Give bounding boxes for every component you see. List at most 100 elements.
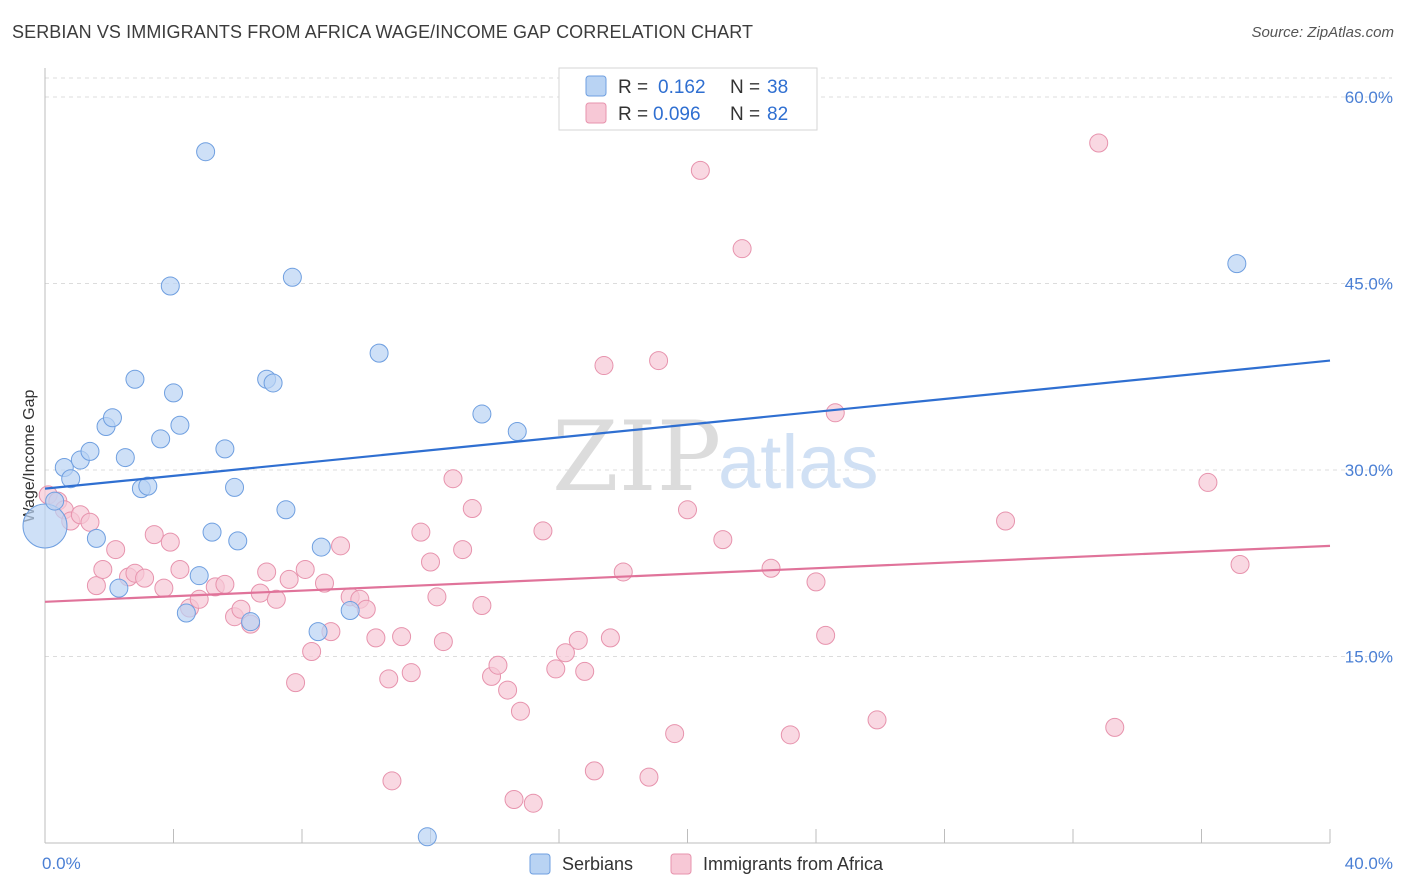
gridlines bbox=[45, 77, 1392, 657]
africa-point bbox=[649, 351, 669, 371]
chart-title: SERBIAN VS IMMIGRANTS FROM AFRICA WAGE/I… bbox=[12, 22, 754, 42]
legend-r-value-serbians: 0.162 bbox=[658, 77, 706, 98]
africa-point bbox=[215, 574, 235, 594]
africa-point bbox=[356, 599, 376, 619]
x-tick-labels: 0.0% 40.0% bbox=[42, 854, 1393, 873]
africa-point bbox=[639, 767, 659, 787]
y-tick-label: 60.0% bbox=[1345, 88, 1393, 107]
watermark: ZIP atlas bbox=[552, 401, 879, 513]
africa-point bbox=[732, 239, 752, 259]
africa-point bbox=[93, 559, 113, 579]
source-label: Source: ZipAtlas.com bbox=[1251, 24, 1394, 41]
africa-point bbox=[314, 573, 334, 593]
serbians-point bbox=[276, 500, 296, 520]
serbians-point bbox=[1227, 254, 1247, 274]
africa-point bbox=[366, 628, 386, 648]
points-serbians bbox=[22, 142, 1247, 847]
africa-point bbox=[427, 587, 447, 607]
africa-point bbox=[266, 589, 286, 609]
points-africa bbox=[38, 133, 1250, 813]
africa-point bbox=[462, 499, 482, 519]
africa-point bbox=[780, 725, 800, 745]
africa-point bbox=[488, 655, 508, 675]
africa-point bbox=[189, 589, 209, 609]
africa-point bbox=[472, 596, 492, 616]
trend-lines bbox=[44, 359, 1331, 603]
africa-point bbox=[279, 569, 299, 589]
x-tick-label-min: 0.0% bbox=[42, 854, 81, 873]
africa-point bbox=[665, 724, 685, 744]
serbians-point bbox=[176, 603, 196, 623]
africa-point bbox=[504, 789, 524, 809]
africa-point bbox=[806, 572, 826, 592]
legend-n-value-africa: 82 bbox=[767, 104, 788, 125]
africa-point bbox=[382, 771, 402, 791]
serbians-point bbox=[417, 827, 437, 847]
serbians-point bbox=[196, 142, 216, 162]
africa-point bbox=[411, 522, 431, 542]
africa-point bbox=[135, 568, 155, 588]
africa-point bbox=[401, 663, 421, 683]
serbians-point bbox=[109, 578, 129, 598]
africa-point bbox=[600, 628, 620, 648]
y-tick-label: 45.0% bbox=[1345, 275, 1393, 294]
africa-point bbox=[170, 559, 190, 579]
africa-point bbox=[1105, 717, 1125, 737]
africa-point bbox=[453, 540, 473, 560]
africa-point bbox=[144, 525, 164, 545]
serbians-point bbox=[102, 408, 122, 428]
africa-point bbox=[1230, 554, 1250, 574]
serbians-point bbox=[86, 528, 106, 548]
trend-line-africa bbox=[44, 544, 1331, 603]
legend-n-label-serbians: N = bbox=[730, 77, 760, 98]
y-tick-label: 30.0% bbox=[1345, 461, 1393, 480]
bottom-legend: Serbians Immigrants from Africa bbox=[529, 853, 884, 875]
africa-point bbox=[867, 710, 887, 730]
africa-point bbox=[825, 403, 845, 423]
serbians-point bbox=[164, 383, 183, 403]
bottom-legend-swatch-africa bbox=[670, 853, 692, 875]
serbians-point bbox=[170, 415, 190, 435]
africa-point bbox=[106, 540, 126, 560]
africa-point bbox=[379, 669, 399, 689]
serbians-point bbox=[225, 477, 245, 497]
africa-point bbox=[331, 536, 351, 556]
serbians-point bbox=[202, 522, 222, 542]
africa-point bbox=[302, 642, 322, 662]
serbians-point bbox=[340, 600, 360, 620]
africa-point bbox=[1198, 472, 1218, 492]
africa-point bbox=[555, 643, 575, 663]
serbians-point bbox=[228, 531, 248, 551]
serbians-point bbox=[507, 421, 527, 441]
bottom-legend-label-serbians: Serbians bbox=[562, 854, 633, 874]
africa-point bbox=[154, 578, 174, 598]
watermark-zip: ZIP bbox=[552, 401, 721, 513]
serbians-point bbox=[311, 537, 331, 557]
africa-point bbox=[421, 552, 440, 572]
serbians-point bbox=[138, 476, 158, 496]
serbians-point bbox=[241, 612, 261, 632]
africa-point bbox=[533, 521, 553, 541]
africa-point bbox=[80, 512, 100, 532]
serbians-point bbox=[45, 491, 65, 511]
serbians-point bbox=[80, 441, 100, 461]
africa-point bbox=[575, 661, 595, 681]
serbians-point bbox=[215, 439, 235, 459]
africa-point bbox=[86, 576, 106, 596]
africa-point bbox=[257, 562, 277, 582]
serbians-point bbox=[308, 622, 328, 642]
y-tick-label: 15.0% bbox=[1345, 648, 1393, 667]
africa-point bbox=[568, 630, 588, 650]
africa-point bbox=[713, 530, 733, 550]
x-tick-label-max: 40.0% bbox=[1345, 854, 1393, 873]
serbians-point bbox=[189, 566, 209, 586]
africa-point bbox=[433, 632, 453, 652]
serbians-point bbox=[369, 343, 389, 363]
africa-point bbox=[1089, 133, 1109, 153]
africa-point bbox=[286, 673, 306, 693]
africa-point bbox=[594, 356, 614, 376]
legend-n-value-serbians: 38 bbox=[767, 77, 788, 98]
legend-r-value-africa: 0.096 bbox=[653, 104, 701, 125]
legend-swatch-serbians bbox=[585, 75, 607, 97]
